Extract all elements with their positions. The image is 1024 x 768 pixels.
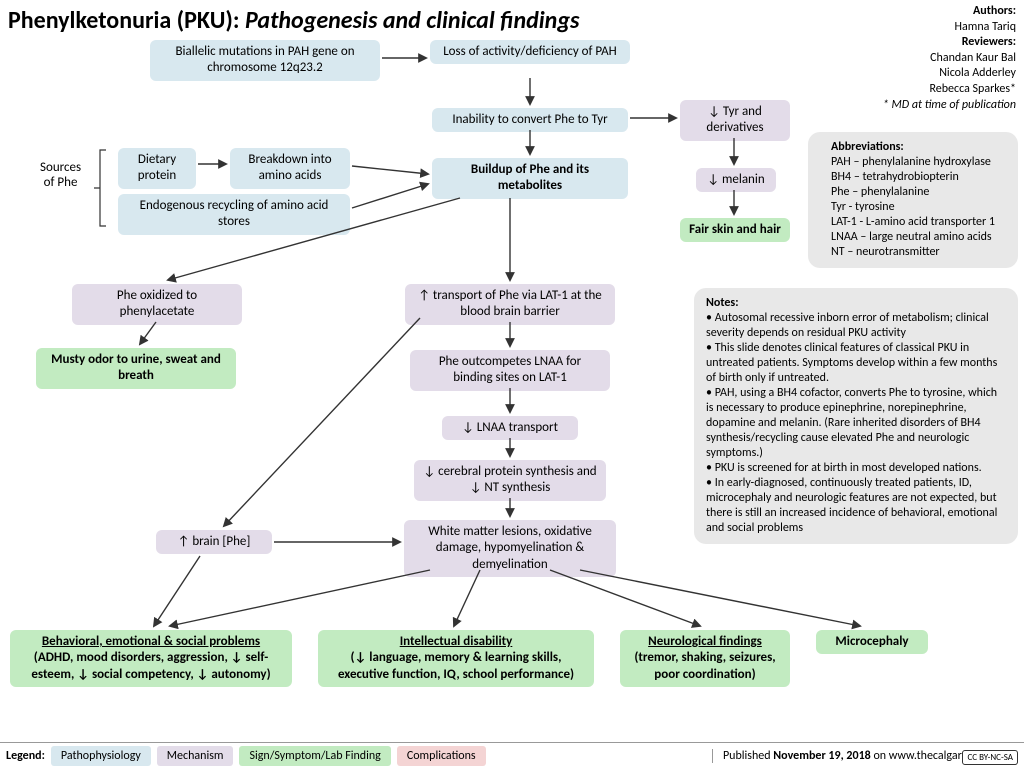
cc-license-icon: CC BY-NC-SA [962,750,1018,765]
node-brainphe: ↑ brain [Phe] [156,530,272,554]
node-inability: Inability to convert Phe to Tyr [432,108,628,132]
notes-header: Notes: [706,296,739,310]
node-breakdown: Breakdown into amino acids [230,148,350,189]
node-intellectual: Intellectual disability (↓ language, mem… [318,630,594,687]
node-dietary: Dietary protein [118,148,196,189]
md-note: * MD at time of publication [883,98,1016,112]
legend-mech: Mechanism [157,746,234,766]
node-neurological: Neurological findings (tremor, shaking, … [620,630,790,687]
notes-box: Notes: • Autosomal recessive inborn erro… [694,288,1018,544]
node-microcephaly: Microcephaly [816,630,928,654]
authors-list: Hamna Tariq [955,20,1016,34]
abbrev-header: Abbreviations: [831,140,904,154]
node-transport: ↑ transport of Phe via LAT-1 at the bloo… [405,284,615,325]
credits: Authors: Hamna Tariq Reviewers: Chandan … [883,4,1016,113]
legend-comp: Complications [397,746,486,766]
node-tyr: ↓ Tyr and derivatives [680,100,790,141]
reviewers-header: Reviewers [962,35,1013,49]
node-behavioral: Behavioral, emotional & social problems … [10,630,292,687]
page-title: Phenylketonuria (PKU): Pathogenesis and … [8,6,579,35]
node-neurological-title: Neurological findings [648,634,762,650]
abbrev-body: PAH – phenylalanine hydroxylase BH4 – te… [831,155,995,259]
node-intellectual-title: Intellectual disability [400,634,513,650]
node-white: White matter lesions, oxidative damage, … [404,520,616,577]
notes-body: • Autosomal recessive inborn error of me… [706,311,997,535]
node-behavioral-body: (ADHD, mood disorders, aggression, ↓ sel… [18,650,284,683]
title-main: Phenylketonuria (PKU): [8,6,245,35]
legend-label: Legend: [6,749,45,763]
legend-patho: Pathophysiology [51,746,151,766]
sources-label: Sources of Phe [40,160,81,190]
node-lnaa: ↓ LNAA transport [442,416,578,440]
node-behavioral-title: Behavioral, emotional & social problems [42,634,260,650]
abbreviations-box: Abbreviations: PAH – phenylalanine hydro… [808,132,1018,268]
node-mutation: Biallelic mutations in PAH gene on chrom… [150,40,380,81]
node-outcomp: Phe outcompetes LNAA for binding sites o… [410,350,610,391]
reviewers-list: Chandan Kaur Bal Nicola Adderley Rebecca… [929,51,1016,96]
node-fairskin: Fair skin and hair [680,218,790,242]
node-musty: Musty odor to urine, sweat and breath [36,348,236,389]
node-intellectual-body: (↓ language, memory & learning skills, e… [326,650,586,683]
node-pheox: Phe oxidized to phenylacetate [72,284,242,325]
title-sub: Pathogenesis and clinical findings [245,6,580,35]
node-neurological-body: (tremor, shaking, seizures, poor coordin… [628,650,782,683]
node-buildup: Buildup of Phe and its metabolites [432,158,628,199]
legend-sign: Sign/Symptom/Lab Finding [239,746,390,766]
legend-bar: Legend: Pathophysiology Mechanism Sign/S… [0,742,1024,768]
authors-header: Authors [973,4,1013,18]
node-loss: Loss of activity/deficiency of PAH [430,40,630,64]
node-cereb: ↓ cerebral protein synthesis and ↓ NT sy… [414,460,606,501]
node-endog: Endogenous recycling of amino acid store… [118,194,350,235]
node-melanin: ↓ melanin [696,168,776,192]
